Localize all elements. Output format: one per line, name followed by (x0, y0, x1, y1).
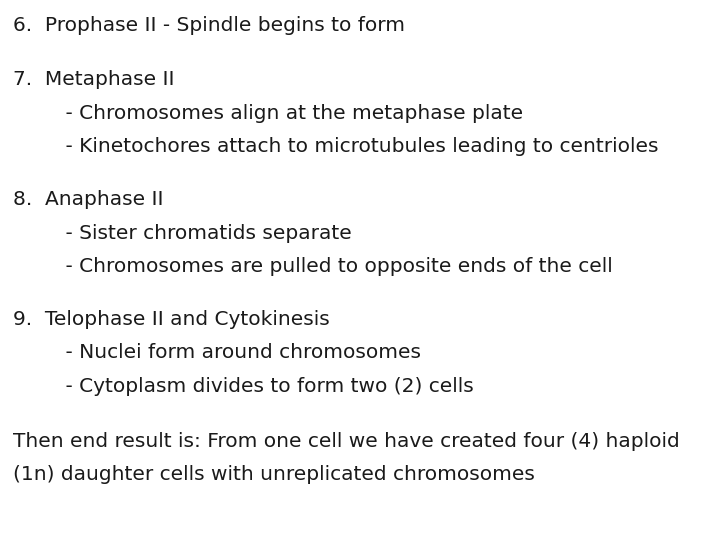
Text: - Sister chromatids separate: - Sister chromatids separate (40, 224, 351, 242)
Text: 7.  Metaphase II: 7. Metaphase II (13, 70, 174, 89)
Text: Then end result is: From one cell we have created four (4) haploid: Then end result is: From one cell we hav… (13, 432, 680, 451)
Text: 6.  Prophase II - Spindle begins to form: 6. Prophase II - Spindle begins to form (13, 16, 405, 35)
Text: - Chromosomes are pulled to opposite ends of the cell: - Chromosomes are pulled to opposite end… (40, 257, 612, 276)
Text: (1n) daughter cells with unreplicated chromosomes: (1n) daughter cells with unreplicated ch… (13, 465, 535, 484)
Text: 8.  Anaphase II: 8. Anaphase II (13, 190, 163, 209)
Text: - Nuclei form around chromosomes: - Nuclei form around chromosomes (40, 343, 420, 362)
Text: - Chromosomes align at the metaphase plate: - Chromosomes align at the metaphase pla… (40, 104, 523, 123)
Text: 9.  Telophase II and Cytokinesis: 9. Telophase II and Cytokinesis (13, 310, 330, 329)
Text: - Cytoplasm divides to form two (2) cells: - Cytoplasm divides to form two (2) cell… (40, 377, 473, 396)
Text: - Kinetochores attach to microtubules leading to centrioles: - Kinetochores attach to microtubules le… (40, 137, 658, 156)
